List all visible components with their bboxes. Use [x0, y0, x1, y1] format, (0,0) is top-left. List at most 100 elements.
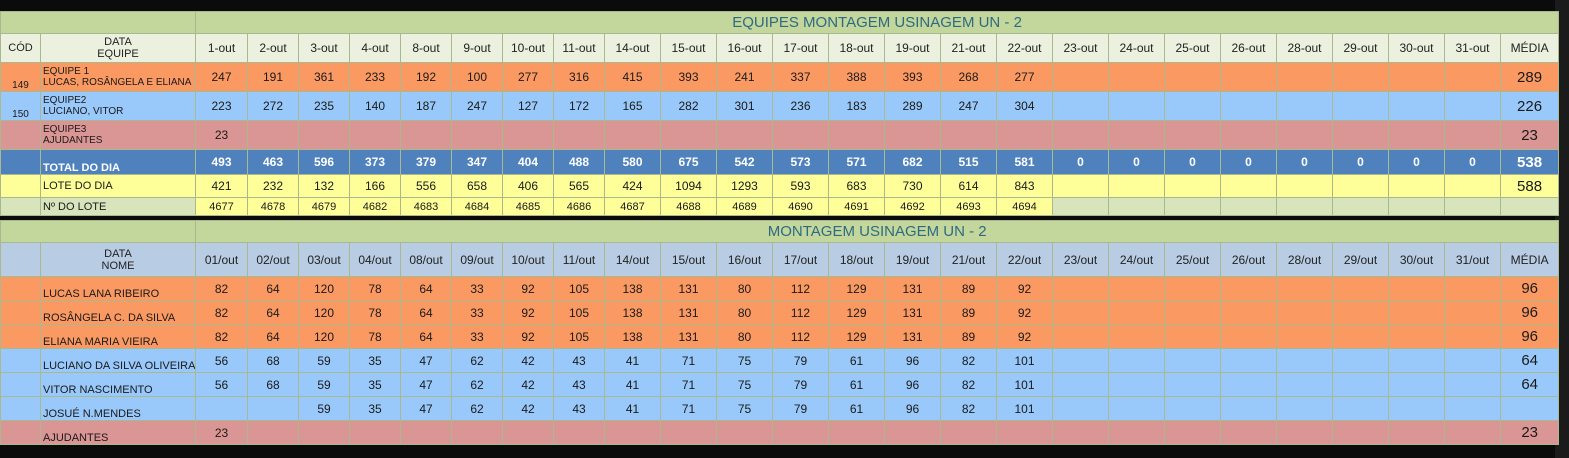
- date-header[interactable]: 31/out: [1444, 242, 1501, 277]
- person-value-cell[interactable]: 105: [553, 324, 605, 349]
- person-value-cell[interactable]: [1444, 372, 1501, 397]
- total-value-cell[interactable]: 0: [1108, 149, 1165, 175]
- date-team-header[interactable]: DATA EQUIPE: [40, 33, 196, 63]
- person-average[interactable]: 64: [1499, 372, 1560, 397]
- person-blank-cell[interactable]: [0, 276, 41, 301]
- average-header[interactable]: MÉDIA: [1499, 242, 1560, 277]
- total-value-cell[interactable]: 596: [298, 149, 350, 175]
- total-value-cell[interactable]: 675: [660, 149, 717, 175]
- date-header[interactable]: 25/out: [1164, 242, 1221, 277]
- date-header[interactable]: 23/out: [1052, 242, 1109, 277]
- person-value-cell[interactable]: 56: [195, 372, 248, 397]
- person-value-cell[interactable]: 131: [660, 276, 717, 301]
- team-value-cell[interactable]: [1388, 91, 1445, 121]
- person-value-cell[interactable]: 129: [828, 324, 885, 349]
- total-value-cell[interactable]: 0: [1276, 149, 1333, 175]
- date-header[interactable]: 29/out: [1332, 242, 1389, 277]
- team-table-title[interactable]: EQUIPES MONTAGEM USINAGEM UN - 2: [194, 11, 1560, 34]
- lote-value-cell[interactable]: 1293: [716, 174, 773, 198]
- date-header[interactable]: 30-out: [1388, 33, 1445, 63]
- person-blank-cell[interactable]: [0, 396, 41, 421]
- person-value-cell[interactable]: 105: [553, 300, 605, 325]
- date-header[interactable]: 10-out: [502, 33, 554, 63]
- team-code[interactable]: 150: [0, 91, 41, 121]
- person-value-cell[interactable]: [1444, 396, 1501, 421]
- lote-number-cell[interactable]: 4679: [298, 197, 350, 216]
- person-average[interactable]: 64: [1499, 348, 1560, 373]
- lote-number-cell[interactable]: [1164, 197, 1221, 216]
- date-header[interactable]: 29-out: [1332, 33, 1389, 63]
- date-header[interactable]: 17/out: [772, 242, 829, 277]
- team-value-cell[interactable]: 301: [716, 91, 773, 121]
- team-value-cell[interactable]: [1220, 91, 1277, 121]
- person-value-cell[interactable]: [1444, 276, 1501, 301]
- people-table-title[interactable]: MONTAGEM USINAGEM UN - 2: [194, 220, 1560, 243]
- lote-value-cell[interactable]: 1094: [660, 174, 717, 198]
- date-header[interactable]: 26-out: [1220, 33, 1277, 63]
- team-value-cell[interactable]: [772, 120, 829, 150]
- person-value-cell[interactable]: 43: [553, 372, 605, 397]
- person-value-cell[interactable]: [940, 420, 997, 445]
- person-value-cell[interactable]: [1388, 300, 1445, 325]
- lote-number-cell[interactable]: 4690: [772, 197, 829, 216]
- lote-label[interactable]: LOTE DO DIA: [40, 174, 196, 198]
- person-value-cell[interactable]: 89: [940, 276, 997, 301]
- person-value-cell[interactable]: 59: [298, 396, 350, 421]
- team-value-cell[interactable]: [1444, 62, 1501, 92]
- team-value-cell[interactable]: [1052, 120, 1109, 150]
- person-value-cell[interactable]: 62: [451, 372, 503, 397]
- team-value-cell[interactable]: [1052, 62, 1109, 92]
- person-value-cell[interactable]: 71: [660, 372, 717, 397]
- people-title-blank-cell[interactable]: [0, 220, 196, 243]
- person-value-cell[interactable]: [1052, 396, 1109, 421]
- date-header[interactable]: 08/out: [400, 242, 452, 277]
- lote-value-cell[interactable]: 232: [247, 174, 299, 198]
- total-value-cell[interactable]: 488: [553, 149, 605, 175]
- person-value-cell[interactable]: 64: [247, 324, 299, 349]
- person-value-cell[interactable]: 47: [400, 348, 452, 373]
- team-value-cell[interactable]: [1332, 120, 1389, 150]
- person-value-cell[interactable]: 64: [247, 276, 299, 301]
- person-value-cell[interactable]: [660, 420, 717, 445]
- team-value-cell[interactable]: 393: [884, 62, 941, 92]
- date-header[interactable]: 18/out: [828, 242, 885, 277]
- total-value-cell[interactable]: 0: [1332, 149, 1389, 175]
- person-name[interactable]: ELIANA MARIA VIEIRA: [40, 324, 196, 349]
- lote-number-cell[interactable]: [1444, 197, 1501, 216]
- team-value-cell[interactable]: 241: [716, 62, 773, 92]
- person-value-cell[interactable]: [1108, 300, 1165, 325]
- lote-value-cell[interactable]: [1052, 174, 1109, 198]
- team-value-cell[interactable]: [1388, 62, 1445, 92]
- lote-number-cell[interactable]: [1220, 197, 1277, 216]
- person-value-cell[interactable]: 68: [247, 348, 299, 373]
- person-value-cell[interactable]: 82: [940, 372, 997, 397]
- lote-value-cell[interactable]: [1164, 174, 1221, 198]
- lote-value-cell[interactable]: 424: [604, 174, 661, 198]
- team-value-cell[interactable]: [1164, 91, 1221, 121]
- lote-number-cell[interactable]: 4678: [247, 197, 299, 216]
- person-value-cell[interactable]: [1332, 300, 1389, 325]
- total-value-cell[interactable]: 404: [502, 149, 554, 175]
- team-value-cell[interactable]: 233: [349, 62, 401, 92]
- person-value-cell[interactable]: [716, 420, 773, 445]
- team-value-cell[interactable]: [502, 120, 554, 150]
- person-value-cell[interactable]: 92: [502, 324, 554, 349]
- person-value-cell[interactable]: [1276, 420, 1333, 445]
- team-value-cell[interactable]: [1108, 91, 1165, 121]
- person-value-cell[interactable]: [1276, 396, 1333, 421]
- person-value-cell[interactable]: 68: [247, 372, 299, 397]
- person-value-cell[interactable]: [1108, 324, 1165, 349]
- date-header[interactable]: 23-out: [1052, 33, 1109, 63]
- date-header[interactable]: 16-out: [716, 33, 773, 63]
- person-value-cell[interactable]: [1332, 372, 1389, 397]
- person-value-cell[interactable]: [1276, 348, 1333, 373]
- person-value-cell[interactable]: 59: [298, 372, 350, 397]
- lote-number-cell[interactable]: 4683: [400, 197, 452, 216]
- team-value-cell[interactable]: [828, 120, 885, 150]
- team-code[interactable]: 149: [0, 62, 41, 92]
- date-header[interactable]: 02/out: [247, 242, 299, 277]
- date-header[interactable]: 8-out: [400, 33, 452, 63]
- person-value-cell[interactable]: 71: [660, 348, 717, 373]
- person-value-cell[interactable]: 92: [502, 300, 554, 325]
- person-value-cell[interactable]: [1388, 420, 1445, 445]
